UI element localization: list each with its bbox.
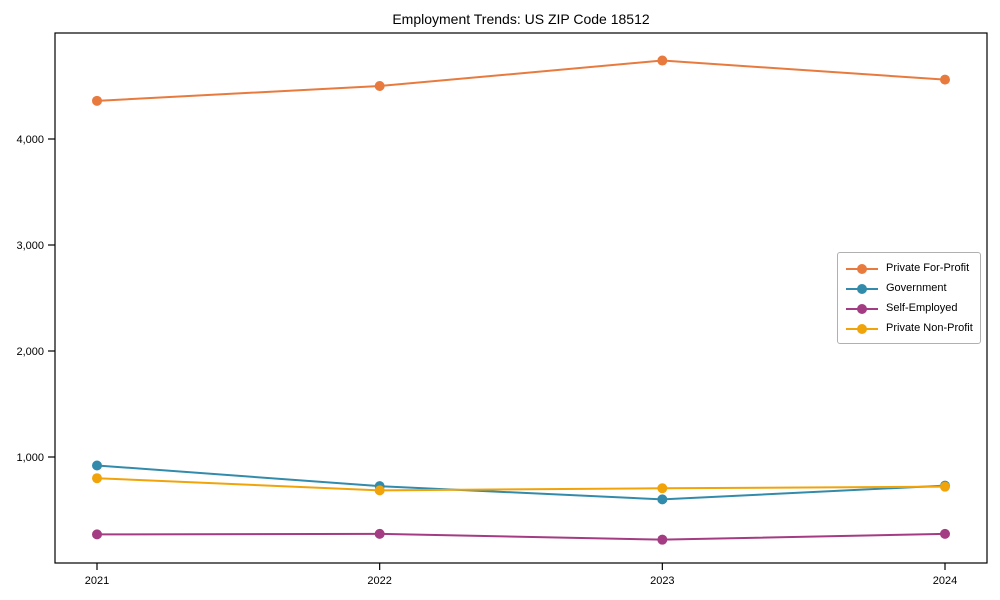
- x-tick-label: 2024: [933, 575, 957, 587]
- legend-label: Self-Employed: [886, 302, 958, 314]
- legend-item-government: Government: [845, 278, 973, 298]
- data-point: [940, 528, 950, 539]
- data-point: [374, 528, 385, 539]
- legend-marker-government: [845, 282, 879, 294]
- series-line: [96, 59, 946, 102]
- legend-item-private-non-profit: Private Non-Profit: [845, 318, 973, 338]
- y-tick-label: 4,000: [16, 134, 44, 146]
- data-point: [92, 473, 102, 484]
- data-point: [657, 55, 668, 66]
- legend: Private For-Profit Government Self-Emplo…: [837, 252, 981, 344]
- legend-marker-private-non-profit: [845, 322, 879, 334]
- legend-label: Private For-Profit: [886, 262, 970, 274]
- y-tick-label: 2,000: [16, 346, 44, 358]
- y-tick-label: 1,000: [16, 452, 44, 464]
- legend-marker-self-employed: [845, 302, 879, 314]
- data-point: [940, 481, 950, 492]
- data-point: [92, 529, 102, 540]
- x-tick-label: 2022: [367, 575, 391, 587]
- legend-label: Private Non-Profit: [886, 322, 973, 334]
- legend-item-private-for-profit: Private For-Profit: [845, 258, 973, 278]
- chart-title: Employment Trends: US ZIP Code 18512: [392, 11, 650, 27]
- x-tick-label: 2023: [650, 575, 674, 587]
- y-tick-label: 3,000: [16, 240, 44, 252]
- series-line: [96, 464, 946, 501]
- axes-frame: [54, 32, 988, 564]
- series-line: [96, 532, 946, 541]
- data-point: [657, 483, 668, 494]
- legend-item-self-employed: Self-Employed: [845, 298, 973, 318]
- series-line: [96, 477, 946, 492]
- data-point: [374, 485, 385, 496]
- data-point: [374, 81, 385, 91]
- data-point: [657, 534, 668, 545]
- legend-label: Government: [886, 282, 947, 294]
- data-point: [92, 460, 102, 471]
- data-point: [940, 74, 950, 85]
- x-tick-label: 2021: [85, 575, 109, 587]
- data-point: [657, 494, 668, 505]
- data-point: [92, 95, 102, 106]
- legend-marker-private-for-profit: [845, 262, 879, 274]
